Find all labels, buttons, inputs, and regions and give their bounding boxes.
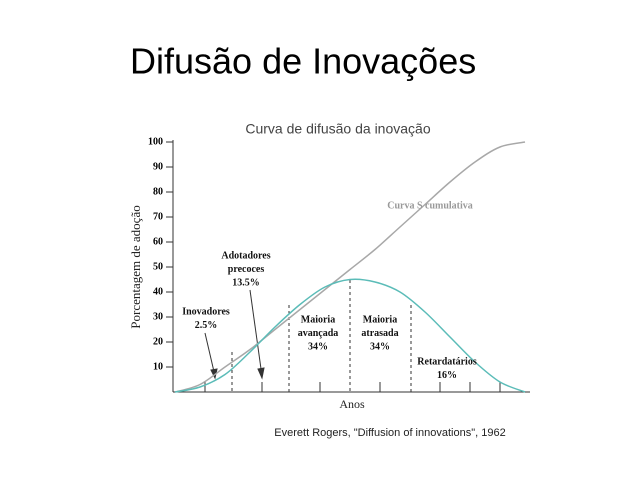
y-tick-label: 30 [153, 311, 163, 322]
y-tick-label: 80 [153, 186, 163, 197]
source: Everett Rogers, "Diffusion of innovation… [274, 427, 505, 439]
y-tick-label: 40 [153, 286, 163, 297]
axes [172, 140, 530, 393]
y-tick-label: 10 [153, 361, 163, 372]
x-axis-label: Anos [339, 397, 365, 411]
annotation: Maioria [301, 314, 335, 325]
y-tick-label: 20 [153, 336, 163, 347]
slide-title: Difusão de Inovações [130, 41, 476, 82]
annotation: Maioria [363, 314, 397, 325]
series-line [174, 278, 526, 393]
annotation: 2.5% [195, 320, 218, 331]
annotation: avançada [298, 328, 339, 339]
y-tick-label: 60 [153, 236, 163, 247]
annotation: Inovadores [182, 306, 230, 317]
annotation: Retardatários [417, 356, 477, 367]
y-tick-label: 70 [153, 211, 163, 222]
annotation: Adotadores [221, 250, 270, 261]
y-tick-label: 100 [148, 136, 163, 147]
group-dividers [231, 280, 412, 392]
annotation: atrasada [361, 328, 398, 339]
y-tick-label: 50 [153, 261, 163, 272]
series-line [174, 141, 526, 393]
annotation: 34% [370, 341, 390, 352]
chart-title: Curva de difusão da inovação [245, 121, 430, 137]
annotation: 13.5% [232, 277, 260, 288]
annotation: 16% [437, 370, 457, 381]
y-tick-label: 90 [153, 161, 163, 172]
x-ticks [204, 382, 501, 392]
annotation: precoces [228, 264, 265, 275]
arrows [204, 289, 265, 380]
series-label: Curva S cumulativa [387, 200, 473, 211]
y-axis-label: Porcentagem de adoção [128, 205, 143, 328]
annotation: 34% [308, 341, 328, 352]
